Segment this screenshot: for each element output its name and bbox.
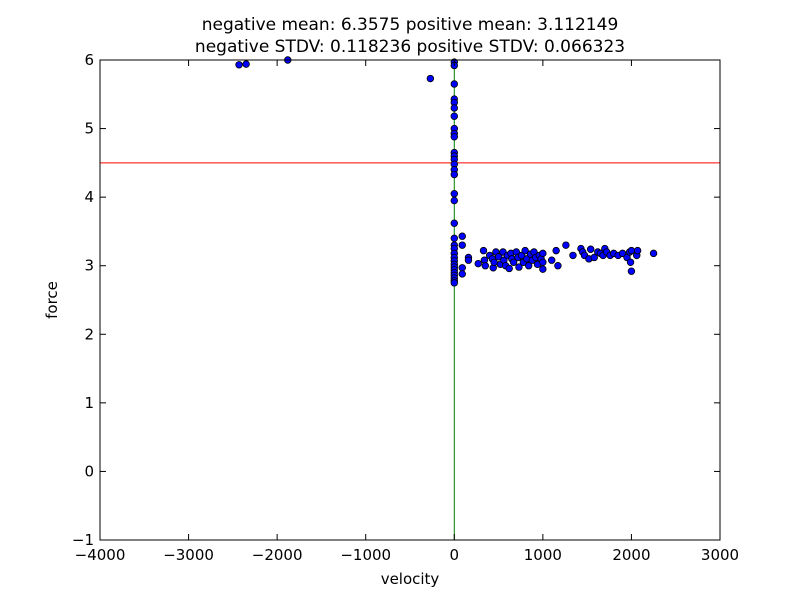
- x-tick-label: −1000: [340, 546, 391, 564]
- y-tick-label: 1: [84, 394, 94, 412]
- data-point: [569, 251, 577, 260]
- data-point: [626, 258, 635, 266]
- y-tick-label: 3: [84, 257, 94, 275]
- chart-title-line-2: negative STDV: 0.118236 positive STDV: 0…: [195, 37, 625, 57]
- data-point: [450, 112, 458, 120]
- data-point: [450, 279, 458, 287]
- x-tick-label: −2000: [252, 546, 303, 564]
- data-point: [450, 190, 458, 198]
- data-point: [450, 80, 458, 88]
- data-point: [450, 170, 458, 179]
- data-point: [450, 234, 458, 242]
- data-point: [474, 259, 482, 268]
- y-tick-label: 6: [84, 51, 94, 69]
- x-tick-label: 3000: [701, 546, 739, 564]
- data-point: [235, 61, 243, 69]
- plot-area: −4000 −3000 −2000 −1000 0 1000 2000 3000 −1 0 1 2 3 4…: [72, 51, 739, 564]
- x-tick-label: −4000: [75, 546, 126, 564]
- y-tick-label: −1: [72, 531, 94, 549]
- data-point: [464, 256, 473, 264]
- data-point: [539, 258, 547, 266]
- data-point: [494, 253, 503, 261]
- data-point: [524, 262, 533, 270]
- data-point: [554, 262, 562, 270]
- data-point: [590, 253, 598, 262]
- plot-frame: [99, 59, 721, 541]
- x-axis-label: velocity: [381, 570, 440, 588]
- data-point: [458, 232, 466, 240]
- x-tick-label: −3000: [163, 546, 214, 564]
- data-point: [450, 104, 458, 112]
- data-point: [618, 249, 627, 258]
- data-point: [458, 270, 466, 278]
- y-tick-label: 0: [84, 462, 94, 480]
- data-point: [515, 263, 523, 271]
- chart-title-line-1: negative mean: 6.3575 positive mean: 3.1…: [202, 15, 619, 35]
- data-point: [548, 256, 556, 264]
- data-point: [242, 60, 250, 68]
- data-point: [521, 246, 529, 255]
- data-point: [539, 265, 547, 273]
- data-point: [586, 245, 595, 253]
- data-point: [450, 196, 458, 205]
- data-point: [426, 74, 435, 83]
- data-point: [562, 241, 570, 249]
- data-point: [505, 264, 513, 273]
- data-point: [458, 264, 466, 272]
- data-point: [450, 219, 458, 227]
- y-tick-label: 5: [84, 120, 94, 138]
- data-point: [627, 246, 636, 255]
- x-tick-label: 0: [450, 546, 460, 564]
- y-axis-label: force: [43, 281, 61, 319]
- data-point: [490, 258, 498, 266]
- x-tick-label: 2000: [612, 546, 650, 564]
- data-point: [509, 258, 518, 266]
- data-point: [627, 267, 636, 275]
- data-point: [539, 249, 547, 258]
- y-tick-label: 2: [84, 325, 94, 343]
- data-point: [552, 246, 560, 255]
- data-point: [633, 246, 642, 255]
- data-point: [479, 246, 488, 255]
- data-point: [458, 241, 466, 249]
- data-point: [649, 249, 658, 258]
- y-tick-label: 4: [84, 188, 94, 206]
- x-tick-label: 1000: [524, 546, 562, 564]
- data-point: [450, 133, 458, 141]
- data-point: [481, 262, 489, 270]
